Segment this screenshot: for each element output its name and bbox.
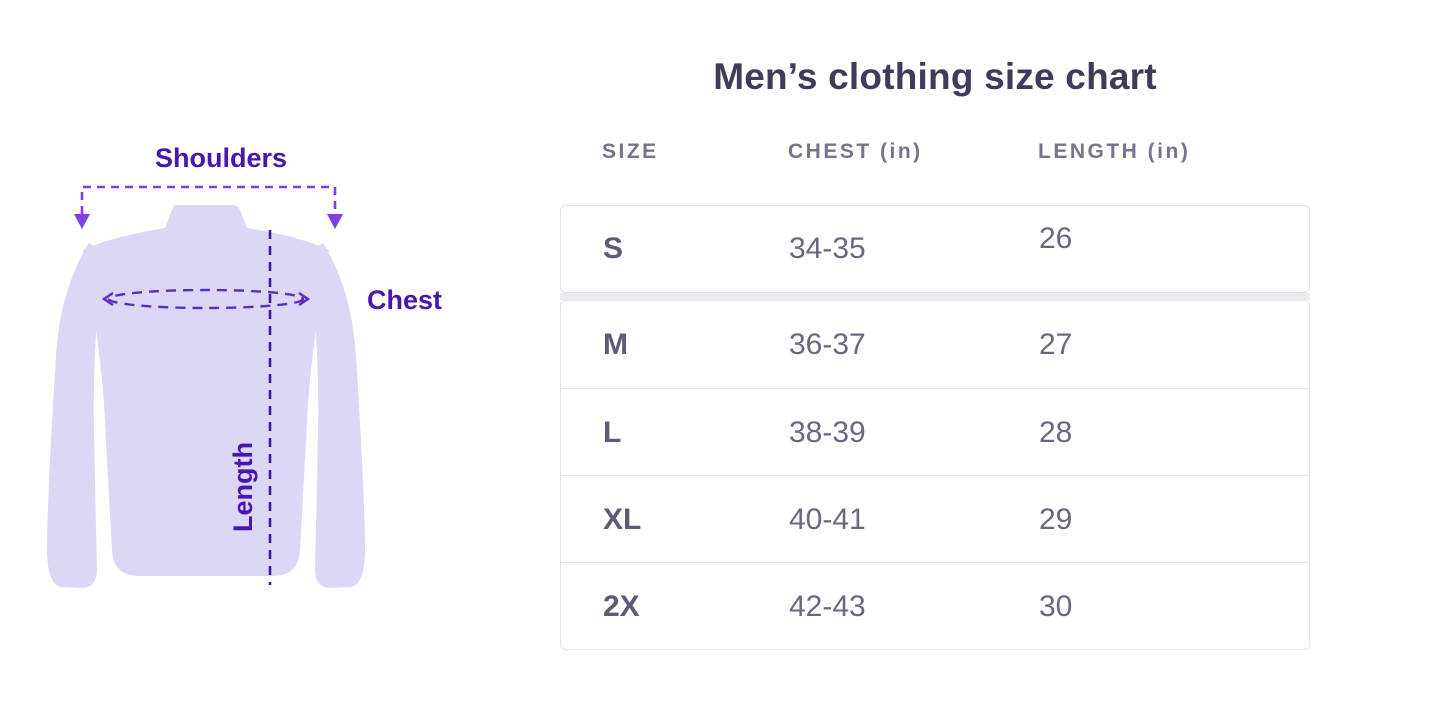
shirt-silhouette — [46, 205, 366, 588]
chest-cell: 40-41 — [789, 503, 866, 536]
column-header-chest: CHEST (in) — [788, 140, 923, 163]
size-cell: S — [603, 232, 624, 265]
size-cell: 2X — [603, 590, 640, 623]
column-header-size: SIZE — [602, 140, 659, 163]
size-cell: XL — [603, 503, 642, 536]
arrow-down-left-icon — [74, 214, 90, 229]
table-header: SIZE CHEST (in) LENGTH (in) — [560, 140, 1310, 168]
length-cell: 28 — [1039, 416, 1073, 449]
length-cell: 30 — [1039, 590, 1073, 623]
table-divider-band — [560, 293, 1310, 300]
shirt-left-sleeve — [46, 243, 104, 588]
chest-measure-ellipse — [107, 288, 305, 310]
length-label: Length — [228, 442, 258, 532]
chest-cell: 34-35 — [789, 232, 866, 265]
table-box-top: S 34-35 26 — [560, 205, 1310, 293]
page-title: Men’s clothing size chart — [713, 56, 1157, 97]
chest-cell: 42-43 — [789, 590, 866, 623]
size-cell: L — [603, 416, 622, 449]
length-cell: 27 — [1039, 328, 1073, 361]
table-row: XL 40-41 29 — [561, 475, 1309, 562]
size-table: S 34-35 26 M 36-37 27 L 38-39 28 — [560, 205, 1310, 650]
length-cell: 26 — [1039, 206, 1072, 292]
table-row: S 34-35 26 — [561, 206, 1309, 292]
table-box-bottom: M 36-37 27 L 38-39 28 XL 40-41 29 2X 42-… — [560, 300, 1310, 650]
chest-label: Chest — [367, 285, 442, 315]
chest-arrow-right-icon — [298, 292, 311, 306]
column-header-length: LENGTH (in) — [1038, 140, 1191, 163]
chest-cell: 38-39 — [789, 416, 866, 449]
shirt-right-sleeve — [308, 243, 366, 588]
table-row: M 36-37 27 — [561, 301, 1309, 388]
table-row: 2X 42-43 30 — [561, 562, 1309, 649]
shirt-measurement-diagram: Shoulders Chest Length — [46, 143, 442, 588]
size-cell: M — [603, 328, 628, 361]
length-cell: 29 — [1039, 503, 1073, 536]
shoulders-label: Shoulders — [155, 143, 287, 173]
arrow-down-right-icon — [327, 214, 343, 229]
table-row: L 38-39 28 — [561, 388, 1309, 475]
size-chart-panel: Men’s clothing size chart SIZE CHEST (in… — [560, 0, 1310, 725]
shirt-body — [83, 205, 329, 576]
chest-arrow-left-icon — [101, 292, 114, 306]
length-value: 26 — [1039, 222, 1073, 255]
chest-cell: 36-37 — [789, 328, 866, 361]
